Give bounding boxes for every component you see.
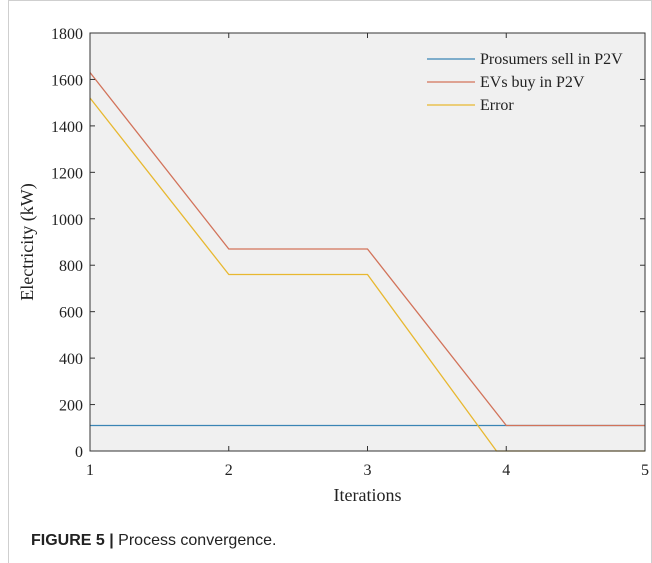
y-tick-label: 1400 [51, 119, 83, 136]
y-tick-label: 800 [59, 258, 83, 275]
axes-layer: 0 200 400 600 800 1000 1200 1400 1600 1800 1 2 3 4 5 [51, 26, 649, 479]
y-tick-label: 1200 [51, 165, 83, 182]
y-tick-label: 400 [59, 351, 83, 368]
y-tick-label: 1600 [51, 72, 83, 89]
legend: Prosumers sell in P2V EVs buy in P2V Error [427, 51, 623, 114]
x-tick-label: 3 [364, 462, 372, 479]
plot-area [90, 33, 645, 451]
y-tick-label: 600 [59, 305, 83, 322]
y-tick-label: 1000 [51, 212, 83, 229]
y-tick-label: 1800 [51, 26, 83, 43]
y-axis-label: Electricity (kW) [17, 183, 38, 300]
caption-label: FIGURE 5 | [31, 532, 114, 549]
x-tick-label: 1 [86, 462, 94, 479]
line-chart: 0 200 400 600 800 1000 1200 1400 1600 1800 1 2 3 4 5 I… [17, 26, 649, 505]
figure-frame: 0 200 400 600 800 1000 1200 1400 1600 1800 1 2 3 4 5 I… [8, 0, 652, 563]
x-tick-label: 4 [502, 462, 510, 479]
x-tick-label: 2 [225, 462, 233, 479]
x-axis-label: Iterations [334, 485, 402, 505]
series-line-2 [89, 72, 645, 427]
y-tick-label: 200 [59, 398, 83, 415]
legend-label: Error [480, 97, 514, 114]
x-tick-label: 5 [641, 462, 649, 479]
figure-caption: FIGURE 5 | Process convergence. [31, 532, 276, 550]
caption-text: Process convergence. [113, 532, 277, 549]
legend-label: EVs buy in P2V [480, 74, 585, 91]
legend-label: Prosumers sell in P2V [480, 51, 623, 68]
y-tick-label: 0 [75, 444, 83, 461]
